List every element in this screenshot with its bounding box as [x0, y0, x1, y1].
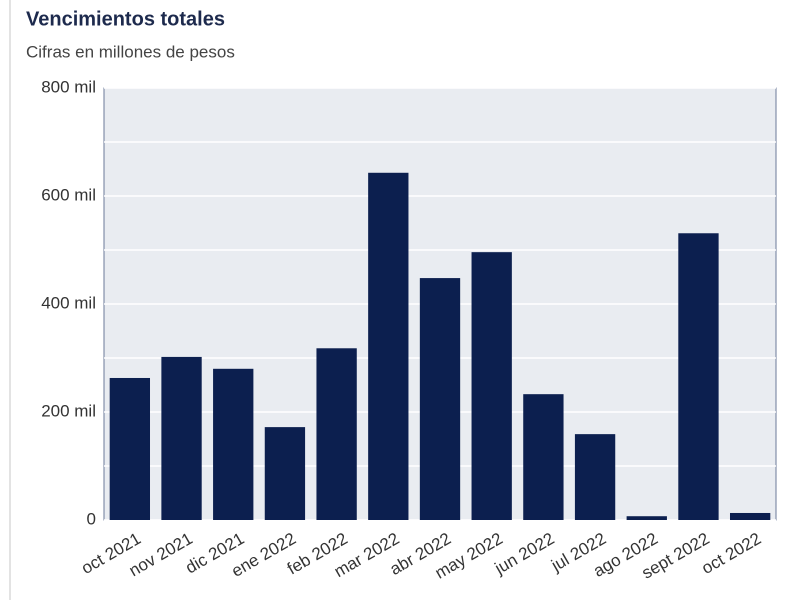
bar [678, 233, 719, 520]
y-tick-label: 800 mil [41, 77, 96, 96]
bar [523, 394, 564, 520]
bar [264, 427, 306, 520]
bar [109, 377, 151, 520]
bar [471, 252, 512, 520]
y-tick-label: 0 [87, 509, 96, 528]
y-tick-label: 400 mil [41, 293, 96, 312]
bar [213, 368, 254, 520]
bar [729, 512, 771, 520]
bar [626, 516, 667, 520]
y-tick-label: 600 mil [41, 185, 96, 204]
bar [316, 348, 357, 520]
bar [574, 434, 616, 520]
bar [368, 172, 409, 520]
x-tick-label: oct 2022 [698, 529, 764, 578]
bar [161, 356, 202, 520]
x-tick-label: jun 2022 [491, 529, 558, 579]
bar [419, 278, 461, 520]
chart-title: Vencimientos totales [26, 8, 225, 30]
y-tick-label: 200 mil [41, 401, 96, 420]
chart-subtitle: Cifras en millones de pesos [26, 42, 235, 61]
